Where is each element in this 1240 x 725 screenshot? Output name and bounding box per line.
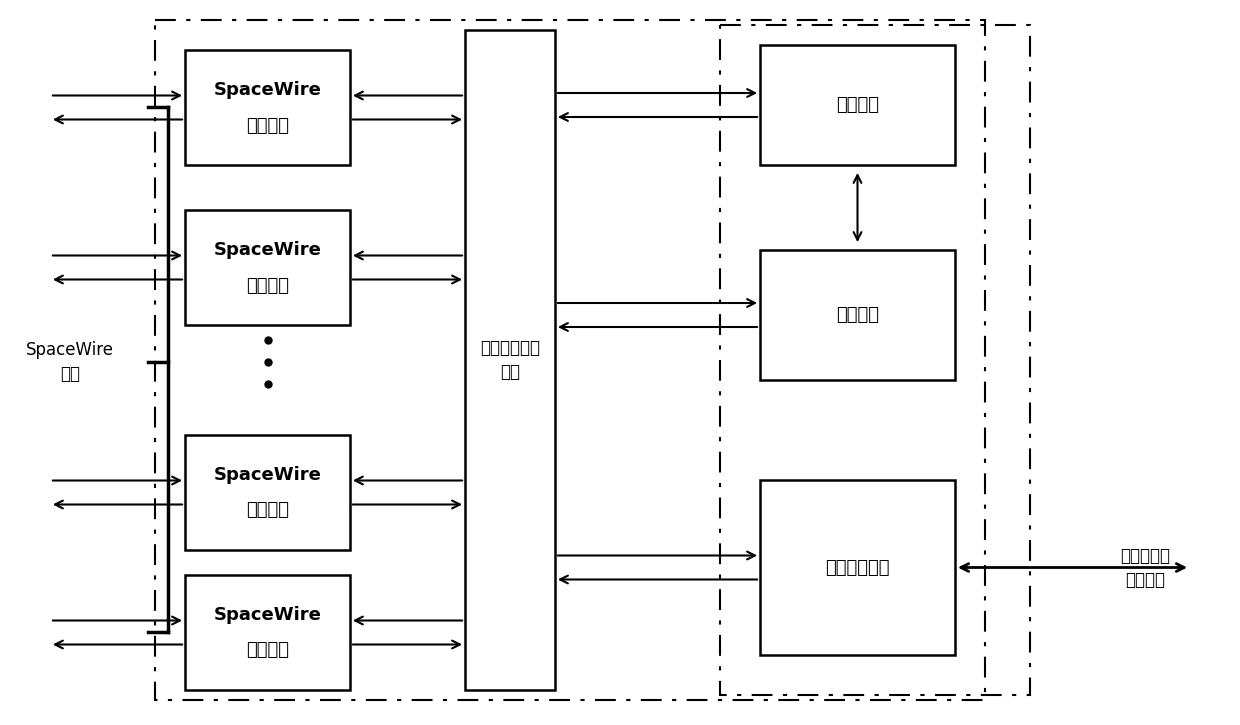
Text: 链路: 链路 [60, 365, 81, 383]
Bar [760, 45, 955, 165]
Text: 配置端口: 配置端口 [836, 306, 879, 324]
Bar [760, 480, 955, 655]
Text: 端口模块: 端口模块 [246, 276, 289, 294]
Text: SpaceWire: SpaceWire [213, 465, 321, 484]
Bar [465, 30, 556, 690]
Text: 模块: 模块 [500, 363, 520, 381]
Text: 接口信号: 接口信号 [1125, 571, 1166, 589]
Text: 寄存器组: 寄存器组 [836, 96, 879, 114]
Text: 主机接口模块: 主机接口模块 [826, 558, 890, 576]
Bar [155, 20, 985, 700]
Bar [720, 25, 1030, 695]
Bar [185, 50, 350, 165]
Text: 端口模块: 端口模块 [246, 642, 289, 660]
Bar [185, 210, 350, 325]
Text: SpaceWire: SpaceWire [213, 241, 321, 259]
Text: SpaceWire: SpaceWire [213, 605, 321, 624]
Text: 端口模块: 端口模块 [246, 117, 289, 135]
Bar [185, 435, 350, 550]
Text: SpaceWire: SpaceWire [213, 80, 321, 99]
Text: 路由交换控制: 路由交换控制 [480, 339, 539, 357]
Bar [760, 250, 955, 380]
Text: 端口模块: 端口模块 [246, 502, 289, 520]
Text: SpaceWire: SpaceWire [26, 341, 114, 359]
Bar [185, 575, 350, 690]
Text: 外部处理器: 外部处理器 [1120, 547, 1171, 565]
